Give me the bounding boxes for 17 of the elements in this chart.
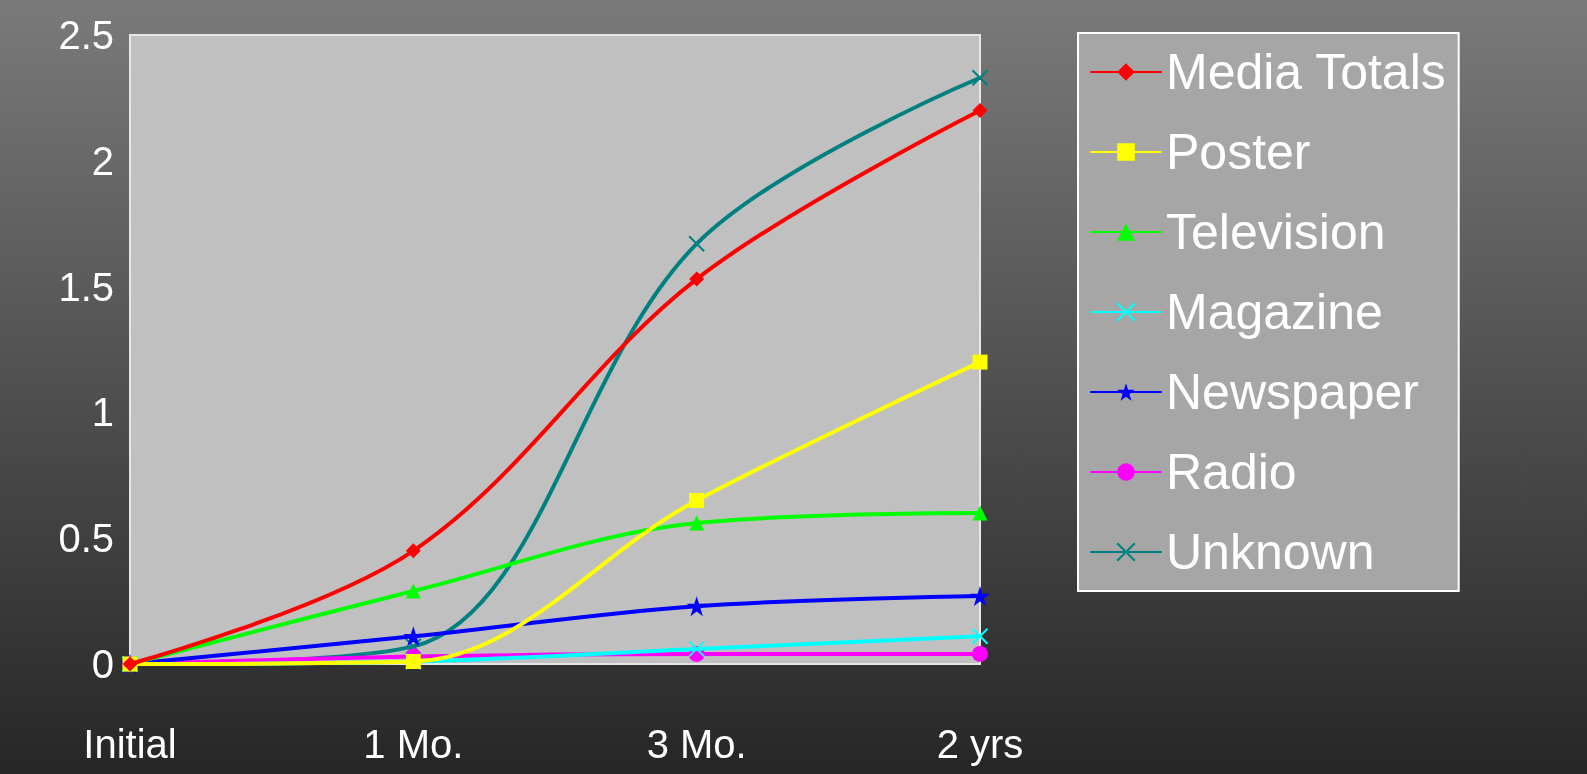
x-tick-label: 1 Mo.	[363, 722, 464, 766]
y-tick-label: 1.5	[58, 264, 114, 309]
legend-label: Television	[1166, 204, 1386, 260]
y-tick-label: 2.5	[58, 13, 114, 57]
y-tick-label: 2	[91, 138, 114, 183]
x-tick-label: 2 yrs	[936, 722, 1024, 766]
legend-label: Unknown	[1166, 524, 1375, 580]
legend-label: Radio	[1166, 444, 1297, 500]
y-tick-label: 1	[91, 390, 114, 435]
legend-label: Magazine	[1166, 284, 1383, 340]
legend-label: Poster	[1166, 124, 1311, 180]
legend-label: Newspaper	[1166, 364, 1419, 420]
x-tick-label: Initial	[83, 722, 177, 766]
y-tick-label: 0	[91, 642, 114, 686]
x-tick-label: 3 Mo.	[646, 722, 747, 766]
legend-label: Media Totals	[1166, 44, 1446, 100]
y-tick-label: 0.5	[58, 516, 114, 561]
